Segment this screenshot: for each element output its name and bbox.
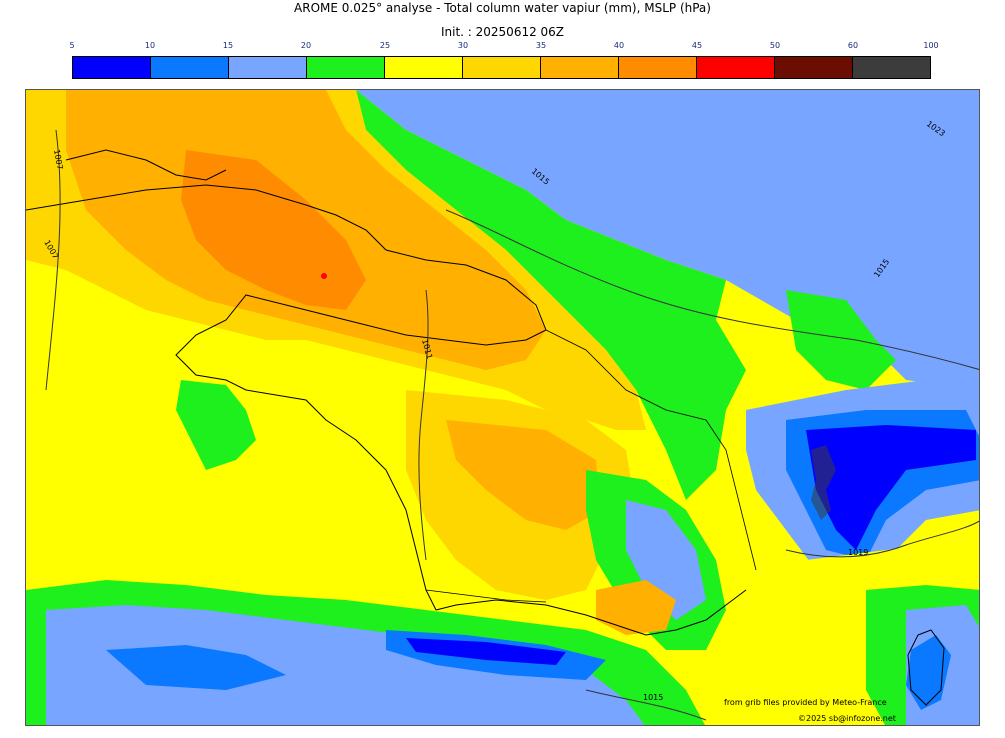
field-10-15 xyxy=(106,645,286,690)
colorbar-tick: 50 xyxy=(769,41,781,50)
colorbar-tick: 15 xyxy=(222,41,234,50)
isobar-label: 1007 xyxy=(52,149,64,171)
init-time: Init. : 20250612 06Z xyxy=(440,25,565,39)
coastline-corsica xyxy=(907,629,945,706)
colorbar-segment xyxy=(463,57,541,78)
colorbar-segment xyxy=(775,57,853,78)
isobar-line xyxy=(585,689,707,721)
colorbar-segment xyxy=(619,57,697,78)
colorbar-tick: 40 xyxy=(613,41,625,50)
chart-title: AROME 0.025° analyse - Total column wate… xyxy=(294,1,711,15)
coastline-britain xyxy=(65,149,227,181)
colorbar-segment xyxy=(229,57,307,78)
colorbar-segment xyxy=(385,57,463,78)
colorbar-tick: 20 xyxy=(300,41,312,50)
colorbar-segment xyxy=(697,57,775,78)
colorbar-tick-labels: 5 10 15 20 25 30 35 40 45 50 60 100 xyxy=(0,41,1005,53)
isobar-line xyxy=(785,520,979,558)
field-5-10 xyxy=(406,638,566,665)
field-40-45 xyxy=(181,150,366,310)
colorbar-tick: 45 xyxy=(691,41,703,50)
field-20-25 xyxy=(176,380,256,470)
colorbar-segment xyxy=(151,57,229,78)
map-canvas: 1007 1007 1015 1011 1015 1015 1019 1023 xyxy=(26,90,979,725)
colorbar-tick: 5 xyxy=(69,41,75,50)
coastline-atlantic xyxy=(26,184,547,611)
border-france-east xyxy=(545,329,757,571)
field-35-40 xyxy=(596,580,676,635)
field-high-terrain xyxy=(811,445,836,520)
coastline-mediterranean xyxy=(435,589,747,636)
source-credit: from grib files provided by Meteo-France xyxy=(724,698,887,707)
colorbar-tick: 60 xyxy=(847,41,859,50)
colorbar-tick: 35 xyxy=(535,41,547,50)
field-15-20 xyxy=(46,605,645,725)
field-45-50 xyxy=(321,273,327,279)
colorbar-tick: 100 xyxy=(923,41,939,50)
colorbar-tick: 30 xyxy=(457,41,469,50)
isobar-line xyxy=(418,289,429,561)
border-pyrenees xyxy=(425,589,547,603)
isobar-line xyxy=(45,129,61,391)
colorbar-segment xyxy=(853,57,930,78)
colorbar-tick: 25 xyxy=(379,41,391,50)
colorbar-tick: 10 xyxy=(144,41,156,50)
field-20-25 xyxy=(786,290,896,390)
isobar-label: 1019 xyxy=(848,548,868,557)
field-35-40 xyxy=(446,420,601,530)
weather-map: 1007 1007 1015 1011 1015 1015 1019 1023 … xyxy=(25,89,980,726)
colorbar-segment xyxy=(307,57,385,78)
copyright-credit: ©2025 sb@infozone.net xyxy=(798,714,896,723)
isobar-line xyxy=(445,209,979,370)
isobar-label: 1015 xyxy=(643,693,663,702)
field-5-10 xyxy=(806,425,976,550)
colorbar-segment xyxy=(73,57,151,78)
colorbar-segment xyxy=(541,57,619,78)
colorbar xyxy=(72,56,931,79)
